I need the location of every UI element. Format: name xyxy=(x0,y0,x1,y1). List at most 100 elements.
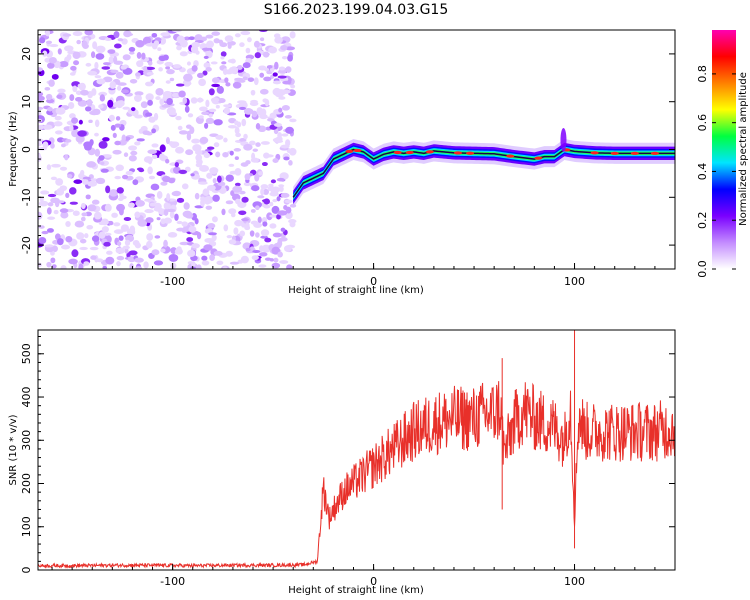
spectrogram-cell xyxy=(115,71,124,79)
spectrogram-cell xyxy=(120,224,129,232)
spectrogram-cell xyxy=(279,172,289,180)
spectrogram-cell xyxy=(203,244,213,251)
spectrogram-cell xyxy=(150,183,160,191)
spectrogram-cell xyxy=(149,202,157,207)
spectrogram-cell xyxy=(272,199,278,203)
spectrogram-cell xyxy=(273,139,284,143)
spectrogram-cell xyxy=(38,91,44,97)
spectrogram-cell xyxy=(165,66,171,70)
spectrogram-cell xyxy=(264,154,274,158)
spectrogram-cell xyxy=(145,112,153,117)
spectrogram-peak xyxy=(466,151,475,155)
spectrogram-cell xyxy=(222,266,228,269)
spectrogram-cell xyxy=(132,179,139,186)
spectrogram-cell xyxy=(242,76,248,81)
spectrogram-cell xyxy=(250,220,259,225)
spectrogram-cell xyxy=(129,78,138,84)
spectrogram-cell xyxy=(40,190,50,195)
spectrogram-cell xyxy=(204,200,211,205)
spectrogram-cell xyxy=(208,108,217,113)
spectrogram-cell xyxy=(199,165,210,172)
spectrogram-cell xyxy=(191,261,196,268)
spectrogram-cell xyxy=(122,106,130,110)
spectrogram-cell xyxy=(60,211,69,219)
spectrogram-x-tick-label: 100 xyxy=(564,275,585,288)
spectrogram-cell xyxy=(176,227,186,232)
spectrogram-cell xyxy=(270,187,279,195)
spectrogram-cell xyxy=(264,237,272,243)
spectrogram-cell xyxy=(211,77,220,84)
spectrogram-cell xyxy=(259,37,265,42)
spectrogram-cell xyxy=(155,96,161,101)
spectrogram-cell xyxy=(208,88,215,96)
spectrogram-cell xyxy=(94,148,101,157)
spectrogram-cell xyxy=(175,146,184,154)
spectrogram-y-tick-label: -20 xyxy=(20,236,33,254)
spectrogram-peak xyxy=(405,150,414,155)
spectrogram-cell xyxy=(259,72,265,78)
spectrogram-cell xyxy=(48,57,57,64)
spectrogram-cell xyxy=(124,239,131,246)
spectrogram-cell xyxy=(198,115,204,119)
spectrogram-cell xyxy=(46,261,52,268)
snr-panel: -100 0 100 0 100 200 300 400 500 Height of strai… xyxy=(8,329,676,596)
spectrogram-cell xyxy=(155,88,164,96)
spectrogram-cell xyxy=(255,142,261,147)
spectrogram-cell xyxy=(94,75,102,79)
spectrogram-cell xyxy=(285,46,296,51)
spectrogram-cell xyxy=(238,210,247,216)
spectrogram-cell xyxy=(205,99,210,108)
spectrogram-cell xyxy=(140,101,148,109)
spectrogram-cell xyxy=(230,58,236,64)
spectrogram-cell xyxy=(111,212,118,218)
spectrogram-cell xyxy=(88,119,93,123)
snr-x-label: Height of straight line (km) xyxy=(288,585,424,596)
spectrogram-cell xyxy=(208,232,217,236)
spectrogram-cell xyxy=(59,166,68,171)
spectrogram-cell xyxy=(98,91,108,97)
spectrogram-cell xyxy=(57,88,66,93)
spectrogram-cell xyxy=(79,238,87,244)
spectrogram-cell xyxy=(116,255,125,261)
spectrogram-cell xyxy=(95,53,105,60)
spectrogram-cell xyxy=(286,264,293,269)
spectrogram-cell xyxy=(117,38,124,42)
spectrogram-cell xyxy=(288,147,297,156)
spectrogram-cell xyxy=(227,125,237,129)
spectrogram-cell xyxy=(67,102,75,110)
spectrogram-cell xyxy=(256,107,263,114)
spectrogram-cell xyxy=(249,230,255,237)
spectrogram-cell xyxy=(237,79,246,83)
spectrogram-cell xyxy=(278,96,286,100)
spectrogram-cell xyxy=(222,151,229,158)
spectrogram-cell xyxy=(228,67,233,75)
spectrogram-cell xyxy=(102,265,107,269)
spectrogram-cell xyxy=(156,217,161,221)
spectrogram-cell xyxy=(147,99,153,106)
spectrogram-cell xyxy=(284,199,293,204)
spectrogram-cell xyxy=(82,176,91,180)
spectrogram-cell xyxy=(74,220,85,228)
spectrogram-cell xyxy=(201,111,210,116)
spectrogram-cell xyxy=(223,104,232,108)
spectrogram-cell xyxy=(55,107,66,115)
spectrogram-cell xyxy=(51,163,61,168)
spectrogram-cell xyxy=(69,72,76,76)
spectrogram-cell xyxy=(91,235,100,242)
spectrogram-cell xyxy=(90,178,98,182)
spectrogram-cell xyxy=(98,104,104,109)
spectrogram-cell xyxy=(47,193,57,198)
spectrogram-cell xyxy=(278,66,286,71)
spectrogram-cell xyxy=(160,181,168,186)
spectrogram-cell xyxy=(178,90,186,98)
spectrogram-cell xyxy=(102,137,110,142)
spectrogram-cell xyxy=(228,163,235,167)
spectrogram-cell xyxy=(192,144,202,152)
spectrogram-cell xyxy=(104,203,112,212)
spectrogram-cell xyxy=(269,258,274,262)
spectrogram-cell xyxy=(42,124,53,130)
spectrogram-cell xyxy=(123,216,132,221)
spectrogram-cell xyxy=(127,202,135,208)
spectrogram-cell xyxy=(113,60,124,65)
